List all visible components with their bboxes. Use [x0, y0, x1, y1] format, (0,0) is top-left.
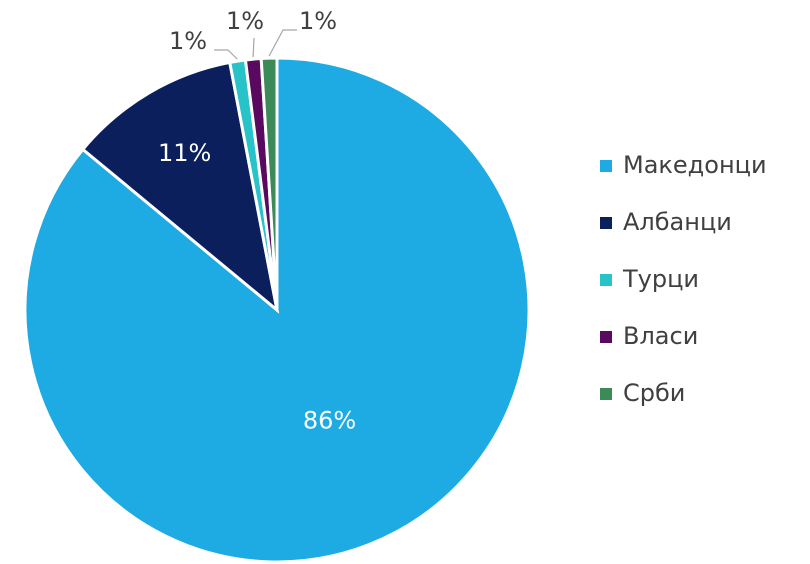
data-label: 1%	[299, 7, 337, 35]
legend-label: Македонци	[623, 151, 767, 179]
leader-line	[214, 49, 238, 60]
data-label: 86%	[303, 407, 356, 435]
legend-label: Срби	[623, 379, 685, 407]
legend-label: Турци	[622, 265, 699, 293]
legend-swatch	[600, 274, 612, 286]
legend-swatch	[600, 160, 612, 172]
legend-swatch	[600, 217, 612, 229]
data-label: 1%	[226, 7, 264, 35]
legend-swatch	[600, 388, 612, 400]
data-label: 11%	[158, 139, 211, 167]
data-label: 1%	[169, 27, 207, 55]
legend-label: Власи	[623, 322, 698, 350]
legend-swatch	[600, 331, 612, 343]
pie-slice	[259, 56, 279, 311]
legend-label: Албанци	[623, 208, 732, 236]
pie-slice	[80, 60, 280, 314]
leader-line	[268, 29, 297, 57]
leader-line	[252, 37, 255, 58]
